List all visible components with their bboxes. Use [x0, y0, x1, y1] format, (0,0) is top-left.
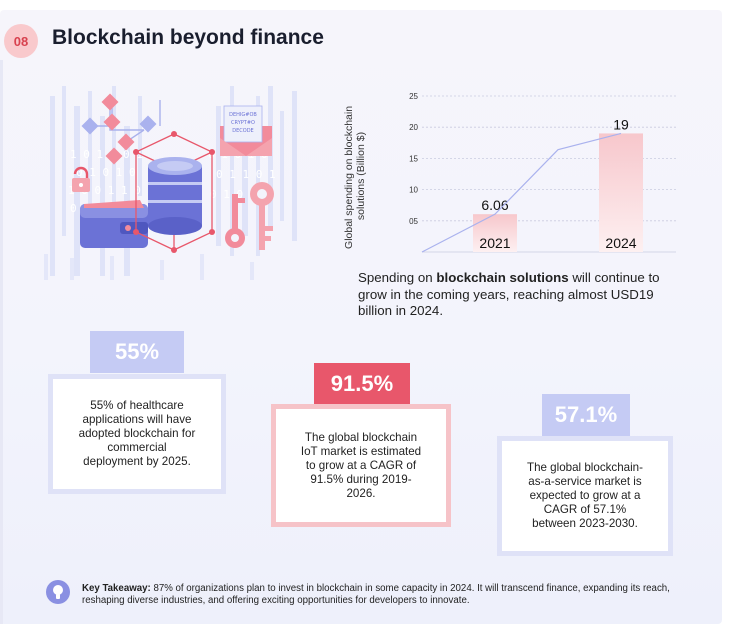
key-icon [250, 182, 274, 250]
stat-card-healthcare: 55% of healthcare applications will have… [48, 374, 226, 494]
category-label: 2024 [605, 235, 636, 251]
key-icon [225, 194, 245, 248]
stat-text: The global blockchain-as-a-service marke… [526, 461, 643, 530]
binary-row: 0 1 1 0 1 [216, 168, 276, 181]
envelope-line: DECODE [232, 128, 253, 134]
stat-text: The global blockchain IoT market is esti… [300, 430, 422, 500]
cube-nodes [133, 131, 215, 253]
y-axis-ticks: 05 10 15 20 25 [409, 92, 418, 226]
y-tick-label: 15 [409, 154, 418, 163]
padlock-icon [72, 166, 90, 192]
y-tick-label: 20 [409, 123, 418, 132]
bar-2024 [599, 133, 643, 252]
floor-stripes [44, 254, 254, 280]
y-tick-label: 25 [409, 92, 418, 101]
takeaway-label: Key Takeaway: [82, 583, 151, 594]
binary-row: 1 0 1 1 0 1 [70, 148, 143, 161]
stat-card-iot: The global blockchain IoT market is esti… [271, 404, 451, 527]
lightbulb-icon [46, 580, 70, 604]
y-tick-label: 05 [409, 217, 418, 226]
section-number-badge: 08 [4, 24, 38, 58]
y-tick-label: 10 [409, 186, 418, 195]
stat-value-healthcare: 55% [90, 331, 184, 373]
chart-trend [421, 132, 622, 253]
wallet-icon [80, 200, 148, 248]
database-icon [148, 157, 202, 235]
stat-card-baas: The global blockchain-as-a-service marke… [497, 436, 673, 556]
caption-text: will continue to grow in the coming year… [358, 270, 660, 318]
chart-bars: 6.06 2021 19 2024 [473, 116, 643, 252]
spending-bar-chart: 05 10 15 20 25 6.06 2021 19 2024 Global spendin… [343, 92, 676, 253]
envelope-line: DEHIG#OB [229, 112, 257, 118]
bar-2021 [473, 214, 517, 252]
blockchain-illustration: 1 0 1 1 0 1 0 1 0 1 0 1 0 0 1 1 0 0 1 1 … [44, 86, 297, 280]
stat-value-baas: 57.1% [542, 394, 630, 436]
envelope-line: CRYPT#O [231, 120, 255, 126]
caption-highlight: blockchain solutions [436, 270, 569, 285]
y-axis-label: Global spending on blockchain solutions … [343, 103, 367, 249]
takeaway-text: 87% of organizations plan to invest in b… [82, 583, 670, 606]
y-axis-label-line: Global spending on blockchain [343, 106, 355, 249]
binary-row: 0 1 0 1 0 [76, 166, 136, 179]
envelope-icon: DEHIG#OB CRYPT#O DECODE [220, 105, 272, 156]
caption-text: Spending on [358, 270, 437, 285]
category-label: 2021 [479, 235, 510, 251]
chart-caption: Spending on blockchain solutions will co… [358, 270, 678, 320]
bar-value-label: 19 [613, 116, 629, 132]
page-title: Blockchain beyond finance [52, 26, 324, 49]
y-axis-label-line: solutions (Billion $) [355, 132, 367, 220]
stat-value-iot: 91.5% [314, 363, 410, 405]
left-divider [0, 60, 3, 624]
key-takeaway: Key Takeaway: 87% of organizations plan … [82, 583, 682, 607]
bar-value-label: 6.06 [481, 197, 508, 213]
stat-text: 55% of healthcare applications will have… [78, 399, 196, 468]
trend-line [421, 132, 622, 253]
